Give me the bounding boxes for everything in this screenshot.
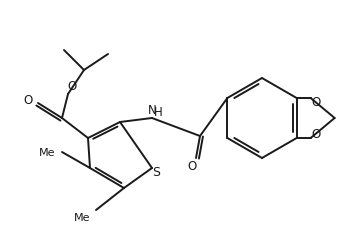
Text: S: S <box>152 166 160 179</box>
Text: N: N <box>148 103 156 116</box>
Text: O: O <box>311 127 320 141</box>
Text: Me: Me <box>39 148 55 158</box>
Text: Me: Me <box>74 213 90 223</box>
Text: H: H <box>154 107 162 120</box>
Text: O: O <box>67 80 77 94</box>
Text: O: O <box>311 95 320 108</box>
Text: O: O <box>187 161 197 174</box>
Text: O: O <box>23 94 33 107</box>
